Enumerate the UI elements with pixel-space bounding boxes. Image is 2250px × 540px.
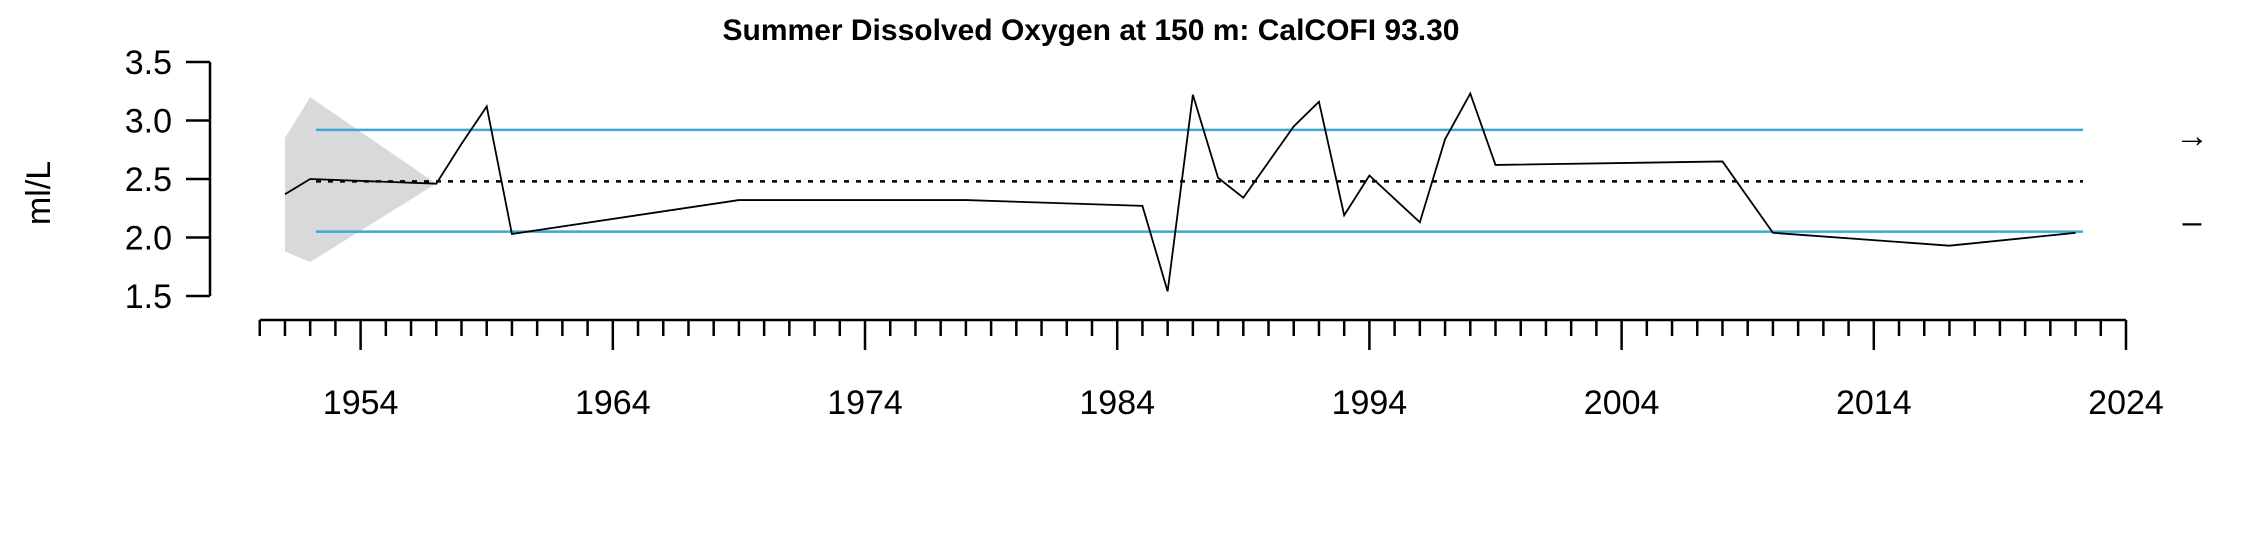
x-tick-label: 1954	[323, 384, 399, 422]
y-axis: 1.5 2.0 2.5 3.0 3.5	[125, 44, 212, 316]
y-tick-label: 3.5	[125, 44, 172, 82]
trend-arrow-icon: →	[2175, 117, 2209, 155]
y-tick-label: 3.0	[125, 103, 172, 141]
x-tick-label: 2024	[2088, 384, 2164, 422]
x-tick-label: 1984	[1079, 384, 1155, 422]
x-axis: 1954 1964 1974 1984 1994 2004 2014 2024	[258, 318, 2164, 422]
x-tick-label: 2004	[1584, 384, 1660, 422]
chart-title: Summer Dissolved Oxygen at 150 m: CalCOF…	[723, 14, 1460, 47]
trend-dash-icon: –	[2183, 203, 2202, 241]
plot-area	[284, 91, 2083, 292]
x-tick-label: 1964	[575, 384, 651, 422]
y-tick-label: 1.5	[125, 278, 172, 316]
x-tick-label: 2014	[1836, 384, 1912, 422]
x-tick-label: 1994	[1332, 384, 1408, 422]
y-axis-label: ml/L	[20, 161, 58, 225]
y-tick-label: 2.0	[125, 220, 172, 258]
series-line	[284, 91, 2076, 292]
x-tick-label: 1974	[827, 384, 903, 422]
y-tick-label: 2.5	[125, 161, 172, 199]
shaded-region	[284, 97, 437, 263]
